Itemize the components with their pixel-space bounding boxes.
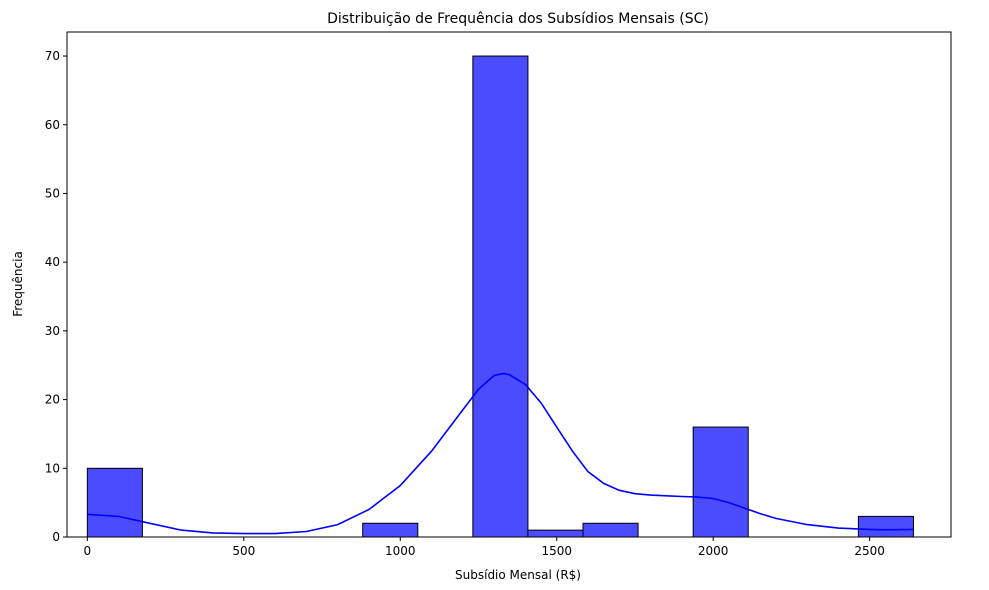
histogram-bar [692, 426, 749, 538]
kde-curve [87, 372, 914, 535]
x-tick-label: 2000 [698, 544, 729, 558]
histogram-bar [527, 529, 584, 538]
y-tick-label: 10 [45, 461, 60, 475]
y-tick-label: 30 [45, 324, 60, 338]
histogram-bar [362, 522, 419, 538]
x-tick-label: 500 [232, 544, 255, 558]
y-tick-label: 50 [45, 186, 60, 200]
y-tick-label: 0 [52, 530, 60, 544]
x-tick-label: 0 [84, 544, 92, 558]
y-tick-label: 40 [45, 255, 60, 269]
y-tick-label: 70 [45, 49, 60, 63]
histogram-bar [582, 522, 639, 538]
x-tick-label: 2500 [854, 544, 885, 558]
chart-title: Distribuição de Frequência dos Subsídios… [327, 11, 709, 27]
x-tick-label: 1000 [385, 544, 416, 558]
x-tick-label: 1500 [541, 544, 572, 558]
y-tick-label: 20 [45, 393, 60, 407]
histogram-bars [86, 55, 914, 538]
x-axis-ticks: 0 500 1000 1500 2000 2500 [84, 537, 885, 558]
histogram-bar [86, 467, 143, 538]
y-axis-ticks: 0 10 20 30 40 50 60 70 [45, 49, 67, 544]
x-axis-label: Subsídio Mensal (R$) [455, 568, 581, 582]
histogram-bar [857, 515, 914, 538]
plot-frame [66, 31, 952, 538]
histogram-bar [472, 55, 529, 538]
y-axis-label: Frequência [11, 251, 25, 317]
y-tick-label: 60 [45, 118, 60, 132]
